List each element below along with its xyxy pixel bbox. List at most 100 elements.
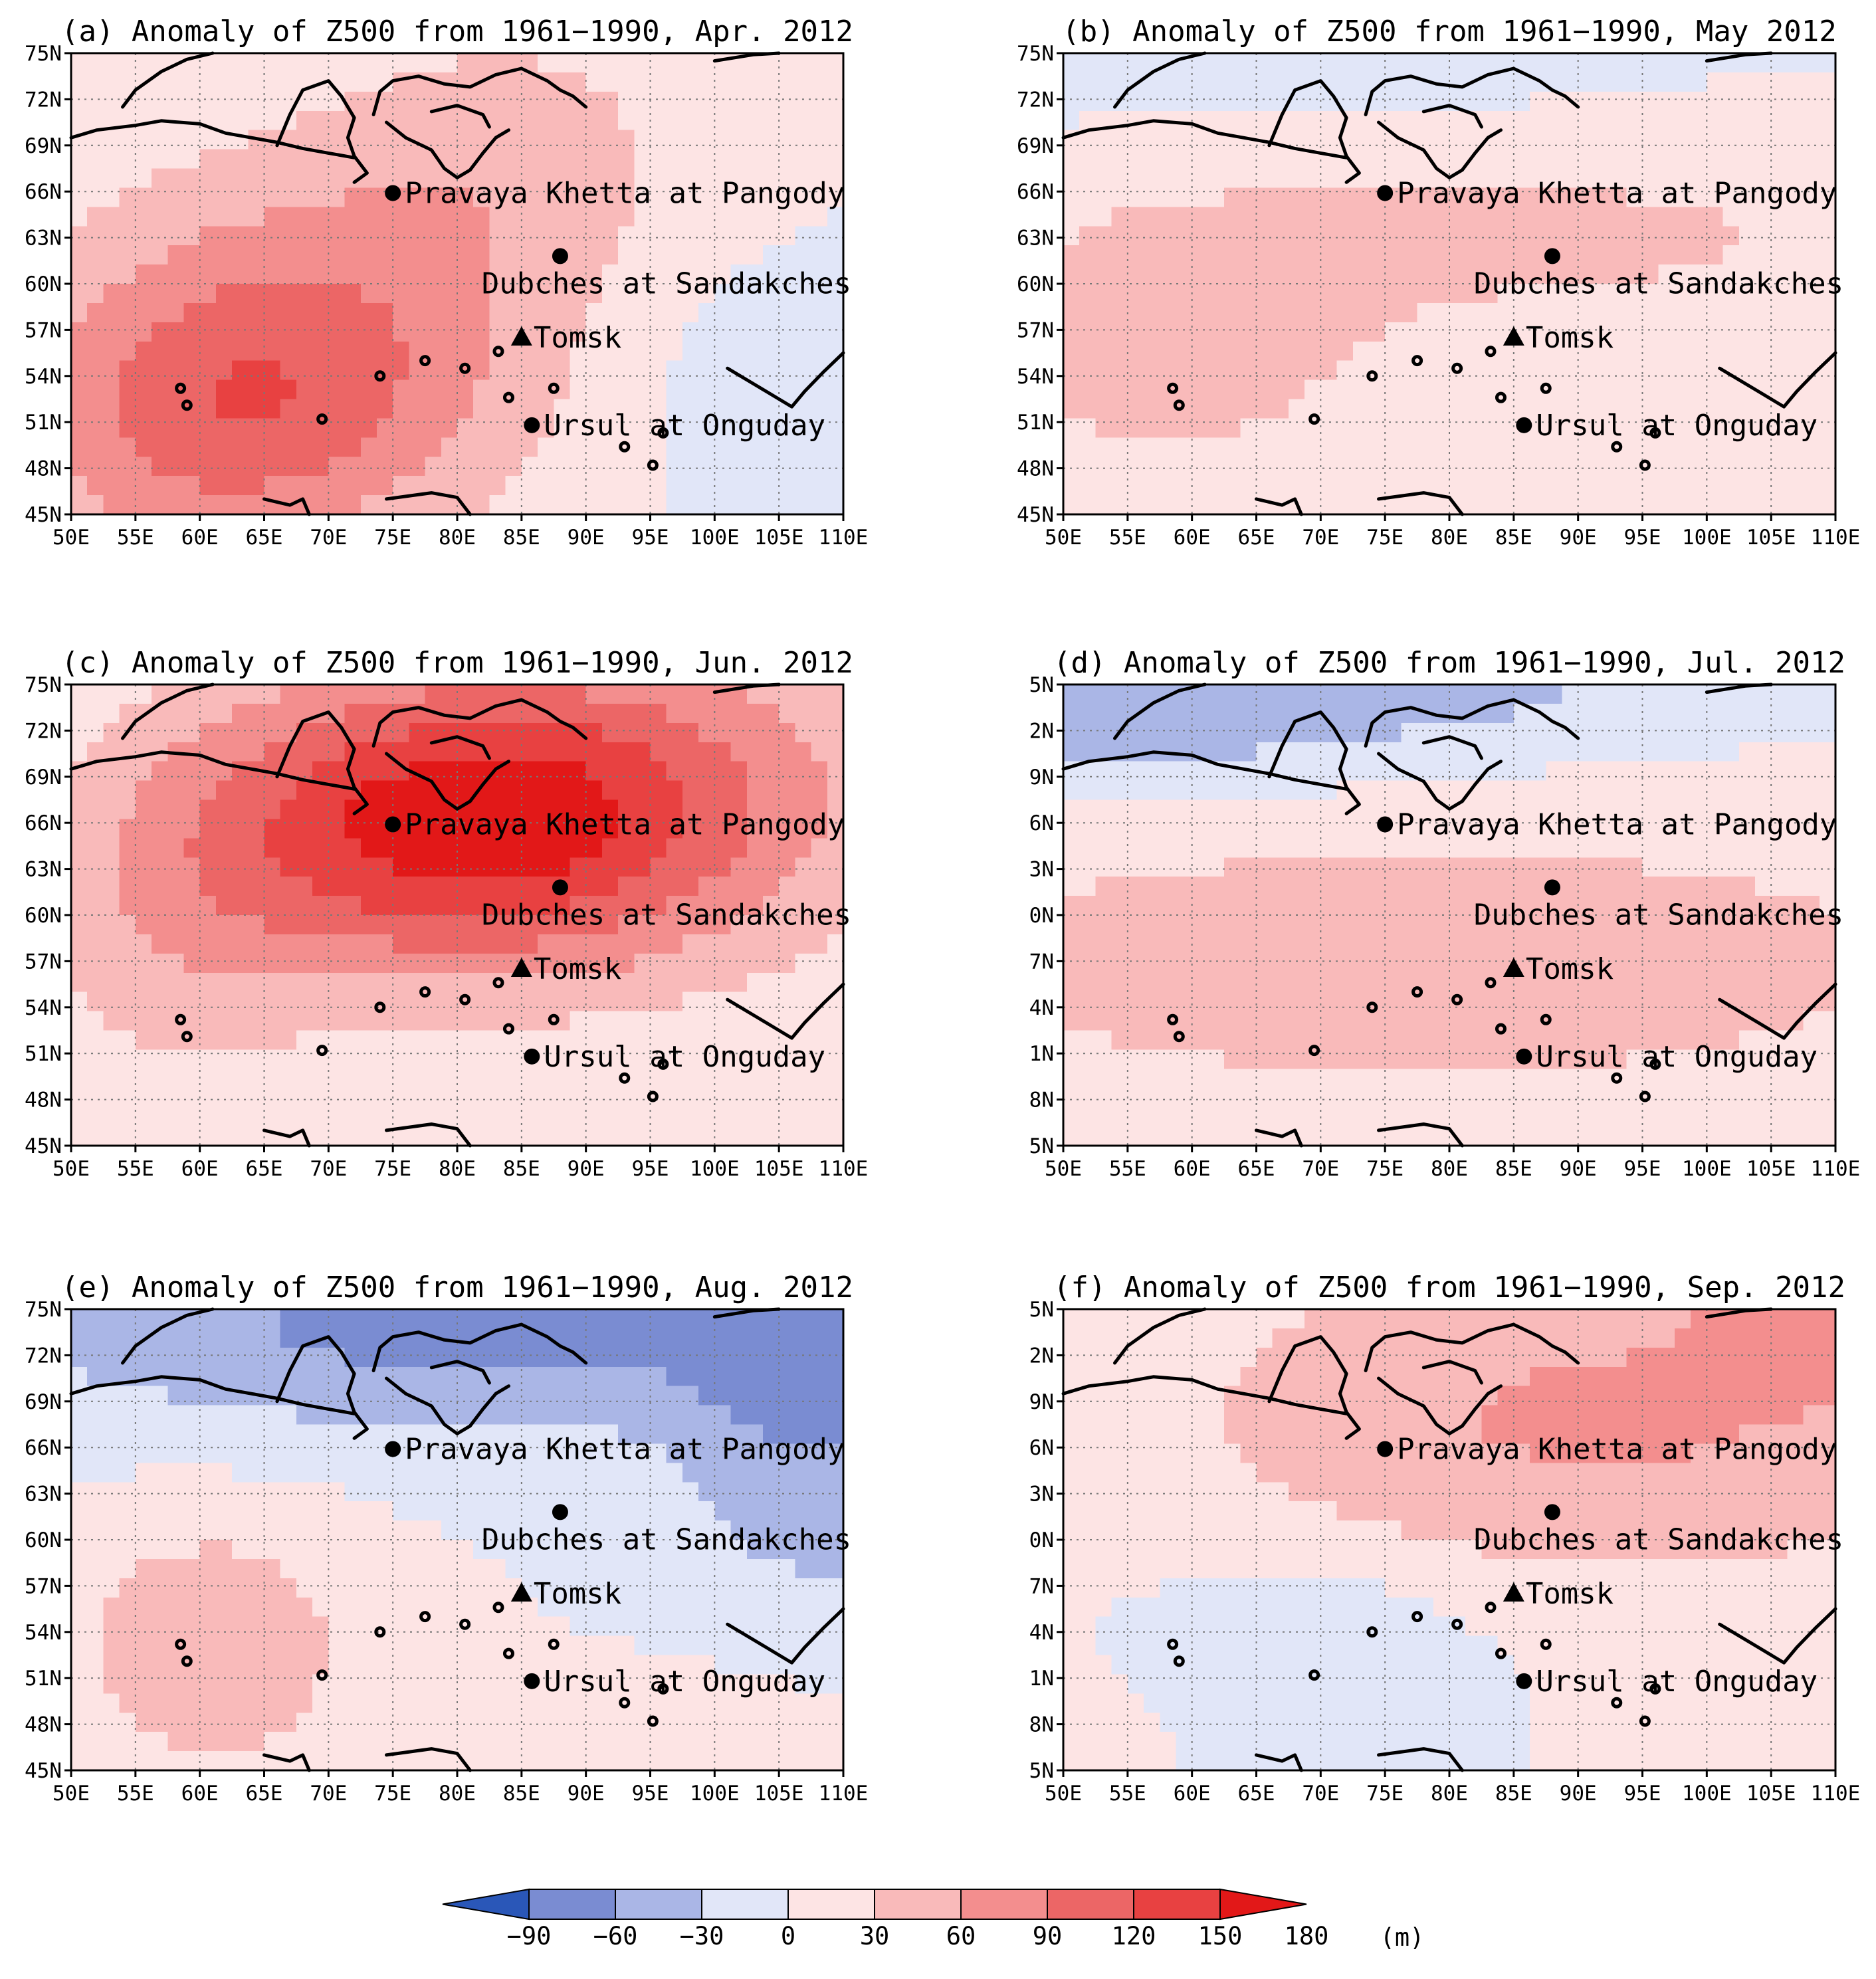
field-cell <box>360 857 377 877</box>
field-cell <box>248 379 265 400</box>
field-cell <box>1192 207 1209 227</box>
field-cell <box>1691 457 1707 476</box>
field-cell <box>248 799 265 820</box>
field-cell <box>232 110 249 131</box>
field-cell <box>585 168 603 189</box>
field-cell <box>827 1030 844 1051</box>
field-cell <box>1063 379 1080 400</box>
field-cell <box>1738 322 1756 342</box>
field-cell <box>425 418 442 438</box>
field-cell <box>393 1030 409 1051</box>
field-cell <box>199 168 217 189</box>
field-cell <box>1578 110 1595 131</box>
field-cell <box>328 130 346 150</box>
field-cell <box>1819 130 1836 150</box>
field-cell <box>730 953 748 974</box>
field-cell <box>473 972 490 993</box>
field-cell <box>682 761 699 781</box>
field-cell <box>730 187 748 207</box>
field-cell <box>1513 722 1530 743</box>
field-cell <box>119 934 136 954</box>
lake-outline <box>619 441 631 453</box>
field-cell <box>360 953 377 974</box>
field-cell <box>538 302 554 323</box>
field-cell <box>1224 1088 1241 1108</box>
field-cell <box>312 857 329 877</box>
field-cell <box>1610 476 1627 496</box>
field-cell <box>1738 245 1756 265</box>
field-cell <box>1127 896 1144 916</box>
field-cell <box>1754 53 1772 73</box>
field-cell <box>1176 877 1193 896</box>
field-cell <box>1707 226 1724 246</box>
field-cell <box>538 780 554 801</box>
field-cell <box>1642 302 1659 323</box>
field-cell <box>409 780 426 801</box>
field-cell <box>1610 302 1627 323</box>
field-cell <box>489 1049 506 1069</box>
field-cell <box>280 896 297 916</box>
field-cell <box>1578 495 1595 515</box>
field-cell <box>762 495 780 515</box>
field-cell <box>328 168 346 189</box>
field-cell <box>232 91 249 112</box>
field-cell <box>538 284 554 304</box>
field-cell <box>1513 1030 1530 1051</box>
lat-tick-label: 63N <box>25 858 62 882</box>
field-cell <box>795 684 812 704</box>
field-cell <box>1095 399 1112 419</box>
field-cell <box>554 1107 571 1127</box>
field-cell <box>1674 53 1691 73</box>
field-cell <box>1192 302 1209 323</box>
field-cell <box>135 742 152 762</box>
field-cell <box>1192 187 1209 207</box>
field-cell <box>1417 302 1434 323</box>
lat-tick-label: 45N <box>25 1134 62 1158</box>
field-cell <box>489 722 506 743</box>
field-cell <box>795 991 812 1012</box>
field-cell <box>1449 1088 1466 1108</box>
field-cell <box>457 437 474 457</box>
field-cell <box>152 264 168 284</box>
field-cell <box>409 1126 426 1146</box>
field-cell <box>1594 722 1611 743</box>
field-cell <box>666 437 683 457</box>
field-cell <box>1803 953 1820 974</box>
field-cell <box>473 1126 490 1146</box>
field-cell <box>1707 934 1724 954</box>
field-cell <box>248 991 265 1012</box>
field-cell <box>827 110 844 131</box>
field-cell <box>199 207 217 227</box>
field-cell <box>1111 130 1128 150</box>
field-cell <box>135 457 152 476</box>
field-cell <box>1352 972 1370 993</box>
field-cell <box>1256 245 1273 265</box>
field-cell <box>215 149 233 169</box>
field-cell <box>1513 149 1530 169</box>
field-cell <box>264 1011 281 1031</box>
field-cell <box>1192 1107 1209 1127</box>
field-cell <box>650 742 667 762</box>
field-cell <box>666 284 683 304</box>
field-cell <box>1803 1126 1820 1146</box>
field-cell <box>1481 399 1499 419</box>
field-cell <box>1352 187 1370 207</box>
field-cell <box>248 934 265 954</box>
field-cell <box>360 226 377 246</box>
field-cell <box>1336 819 1354 839</box>
field-cell <box>1336 322 1354 342</box>
lon-tick-label: 55E <box>1109 1157 1146 1181</box>
field-cell <box>795 857 812 877</box>
field-cell <box>538 761 554 781</box>
field-cell <box>650 360 667 381</box>
field-cell <box>1465 780 1483 801</box>
field-cell <box>1288 245 1305 265</box>
field-cell <box>328 1069 346 1089</box>
field-cell <box>521 379 538 400</box>
field-cell <box>1658 149 1675 169</box>
field-cell <box>1481 264 1499 284</box>
field-cell <box>1111 896 1128 916</box>
field-cell <box>1272 799 1289 820</box>
field-cell <box>328 418 346 438</box>
field-cell <box>1160 972 1177 993</box>
